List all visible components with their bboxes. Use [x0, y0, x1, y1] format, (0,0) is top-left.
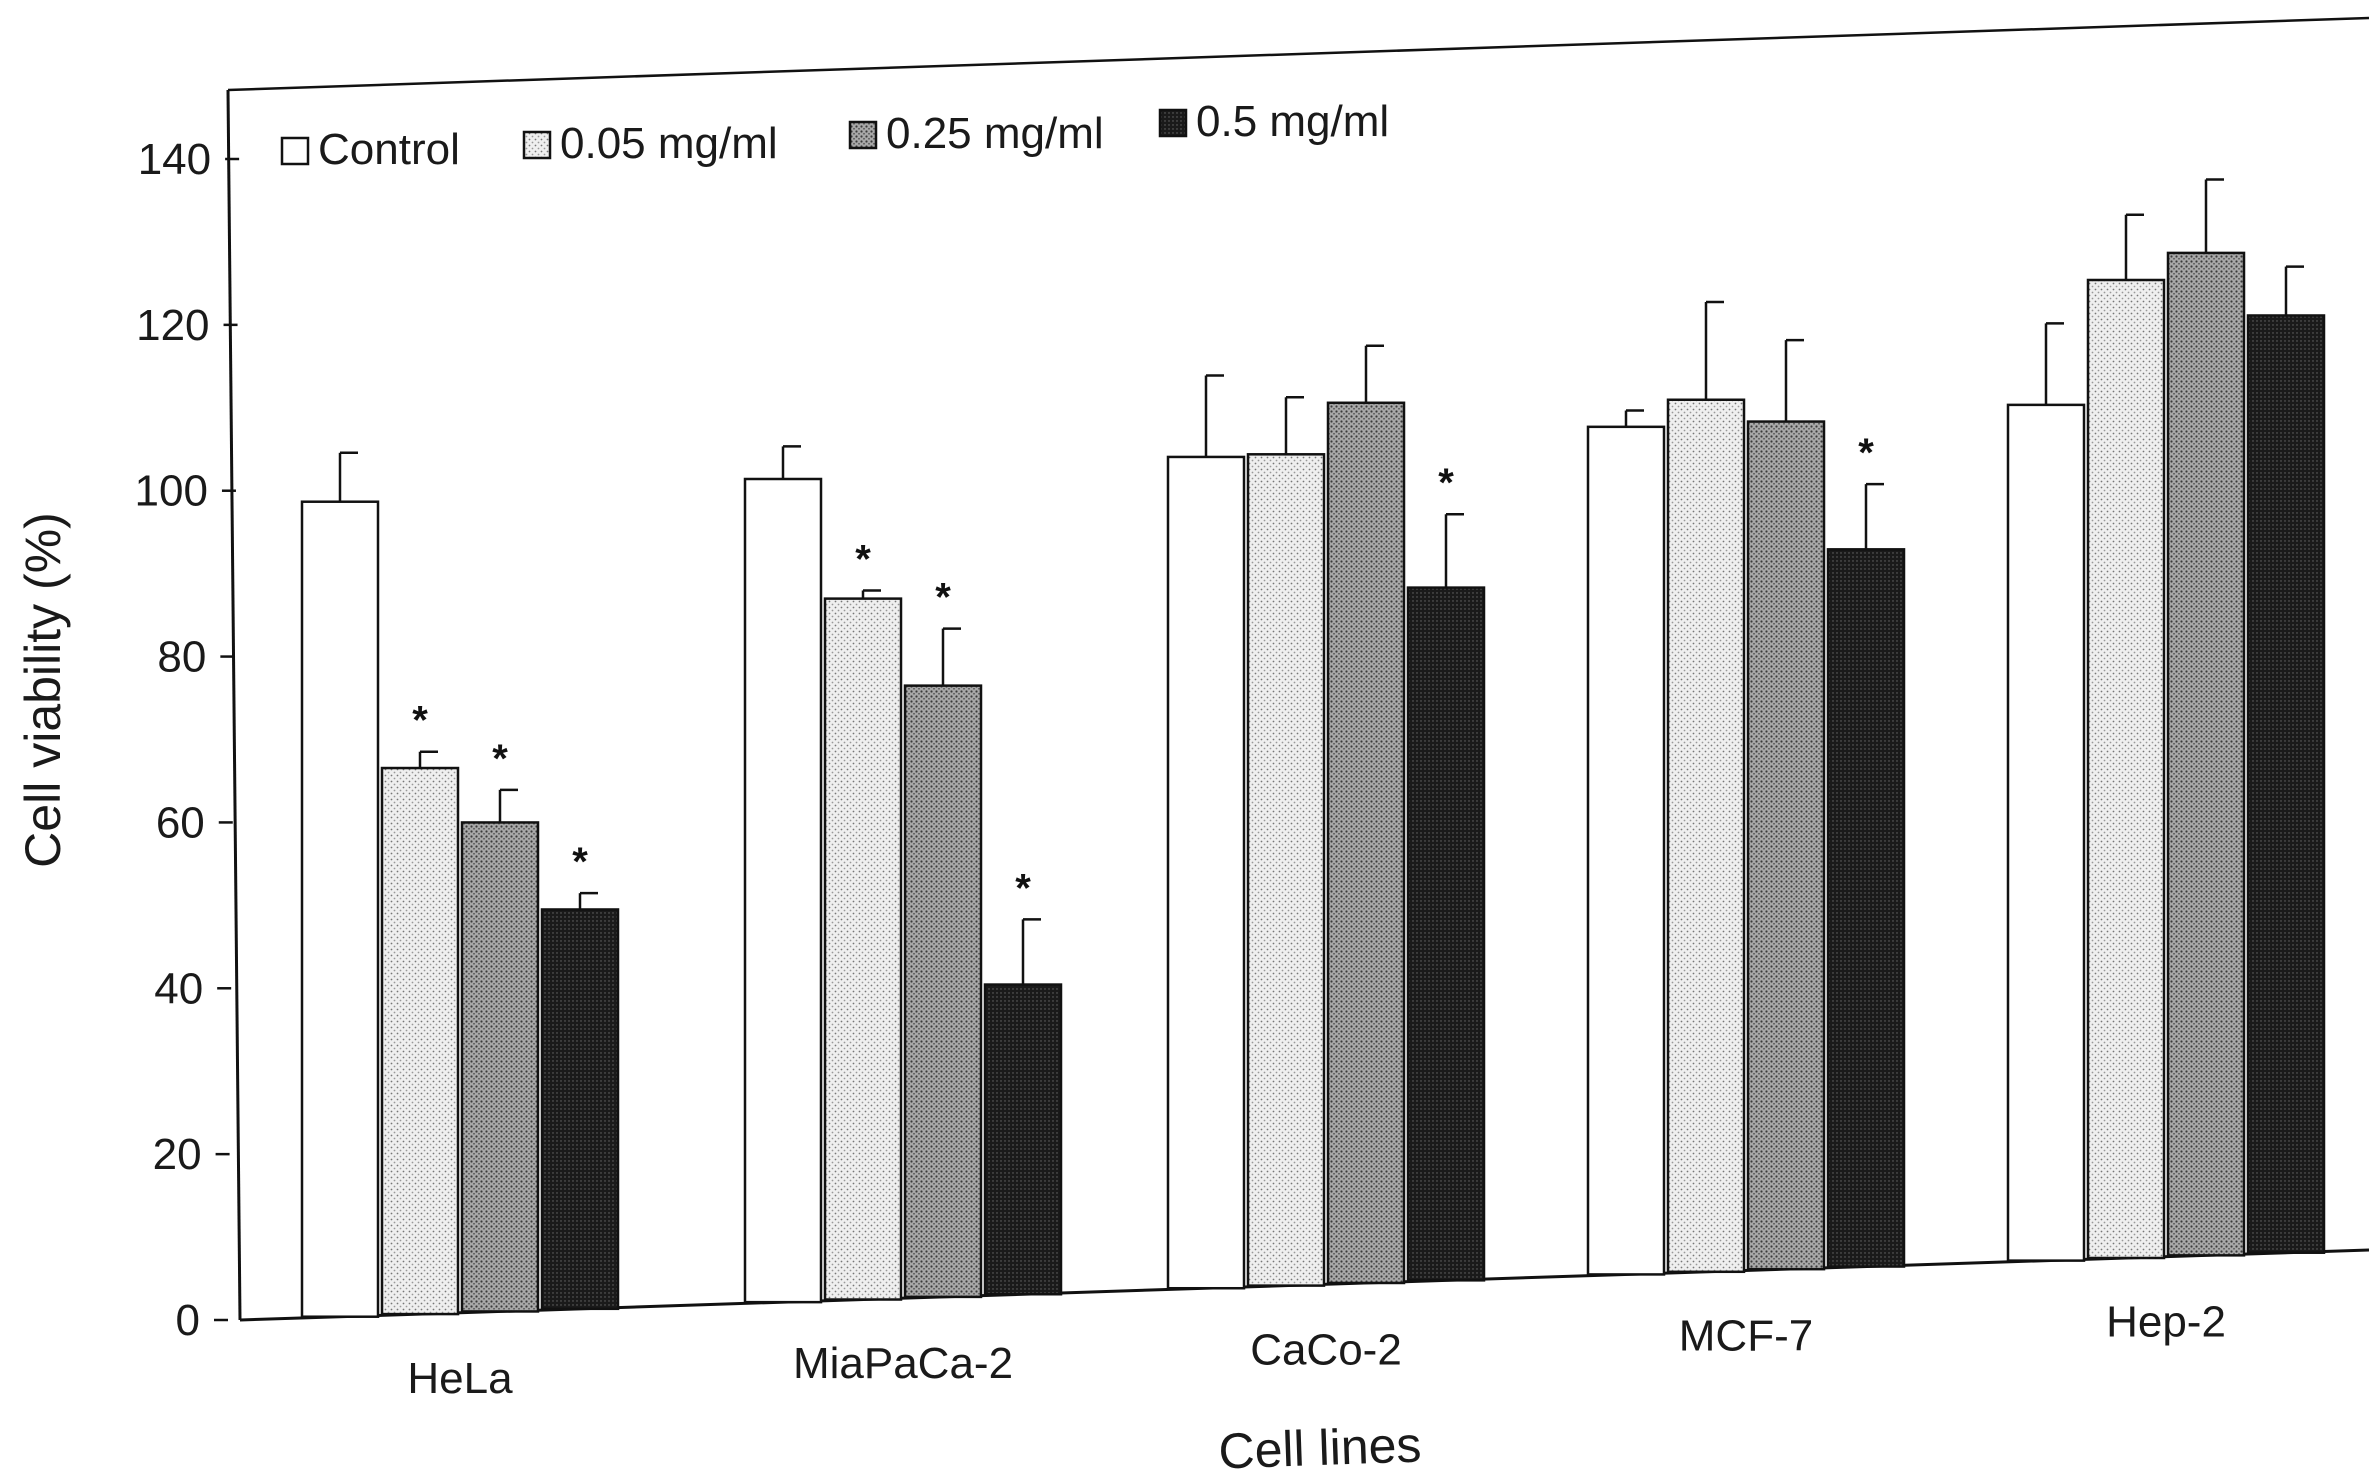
- x-category-label: CaCo-2: [1250, 1325, 1402, 1374]
- y-tick-label: 0: [176, 1296, 200, 1345]
- y-tick-label: 80: [157, 633, 206, 682]
- legend-label-control: Control: [318, 125, 460, 174]
- error-bars-layer: [338, 178, 2304, 985]
- bar: [1246, 453, 1326, 1287]
- bar: [743, 477, 823, 1304]
- x-category-label: MiaPaCa-2: [793, 1339, 1013, 1388]
- bar: [1666, 398, 1746, 1274]
- bar: [2246, 314, 2326, 1254]
- y-tick-label: 100: [135, 467, 208, 516]
- legend-swatch-0-25: [848, 120, 878, 150]
- y-tick-label: 140: [138, 135, 211, 184]
- y-tick-label: 60: [156, 798, 205, 847]
- bars-layer: [300, 251, 2326, 1318]
- bar: [1826, 548, 1906, 1268]
- significance-star: *: [855, 537, 871, 581]
- bar: [540, 908, 620, 1311]
- legend-label-0-25: 0.25 mg/ml: [886, 109, 1104, 158]
- significance-star: *: [572, 840, 588, 884]
- legend-swatch-0-5: [1158, 108, 1188, 138]
- y-tick-label: 20: [153, 1130, 202, 1179]
- significance-star: *: [492, 737, 508, 781]
- significance-star: *: [1858, 431, 1874, 475]
- bar: [300, 500, 380, 1318]
- legend-swatch-control: [280, 136, 310, 166]
- bar: [2086, 278, 2166, 1260]
- bar: [2006, 403, 2086, 1262]
- bar: [1406, 586, 1486, 1282]
- significance-star: *: [1015, 866, 1031, 910]
- x-category-label: MCF-7: [1679, 1311, 1813, 1360]
- x-axis-categories: HeLa MiaPaCa-2 CaCo-2 MCF-7 Hep-2: [407, 1298, 2226, 1403]
- legend-swatch-0-05: [522, 130, 552, 160]
- bar: [2166, 251, 2246, 1257]
- y-tick-label: 40: [154, 964, 203, 1013]
- y-tick-label: 120: [136, 301, 209, 350]
- significance-star: *: [412, 699, 428, 743]
- y-axis-ticks: 0 20 40 60 80 100 120 140: [135, 135, 240, 1345]
- x-category-label: Hep-2: [2106, 1298, 2226, 1347]
- bar: [1326, 401, 1406, 1285]
- legend-label-0-5: 0.5 mg/ml: [1196, 97, 1389, 146]
- bar: [1166, 455, 1246, 1290]
- y-axis-line: [226, 89, 242, 1321]
- significance-star: *: [1438, 461, 1454, 505]
- bar: [823, 597, 903, 1301]
- bar: [380, 766, 460, 1316]
- top-frame-line: [227, 16, 2369, 92]
- x-category-label: HeLa: [407, 1354, 513, 1403]
- bar: [1746, 420, 1826, 1271]
- legend-label-0-05: 0.05 mg/ml: [560, 119, 778, 168]
- bar: [903, 684, 983, 1299]
- bar: [983, 983, 1063, 1296]
- bar: [1586, 425, 1666, 1276]
- significance-markers: * * * * * * * *: [412, 431, 1874, 910]
- legend: Control 0.05 mg/ml 0.25 mg/ml 0.5 mg/ml: [280, 97, 1389, 174]
- x-axis-title: Cell lines: [1218, 1416, 1423, 1479]
- y-axis-title: Cell viability (%): [15, 512, 71, 868]
- significance-star: *: [935, 576, 951, 620]
- bar: [460, 821, 540, 1313]
